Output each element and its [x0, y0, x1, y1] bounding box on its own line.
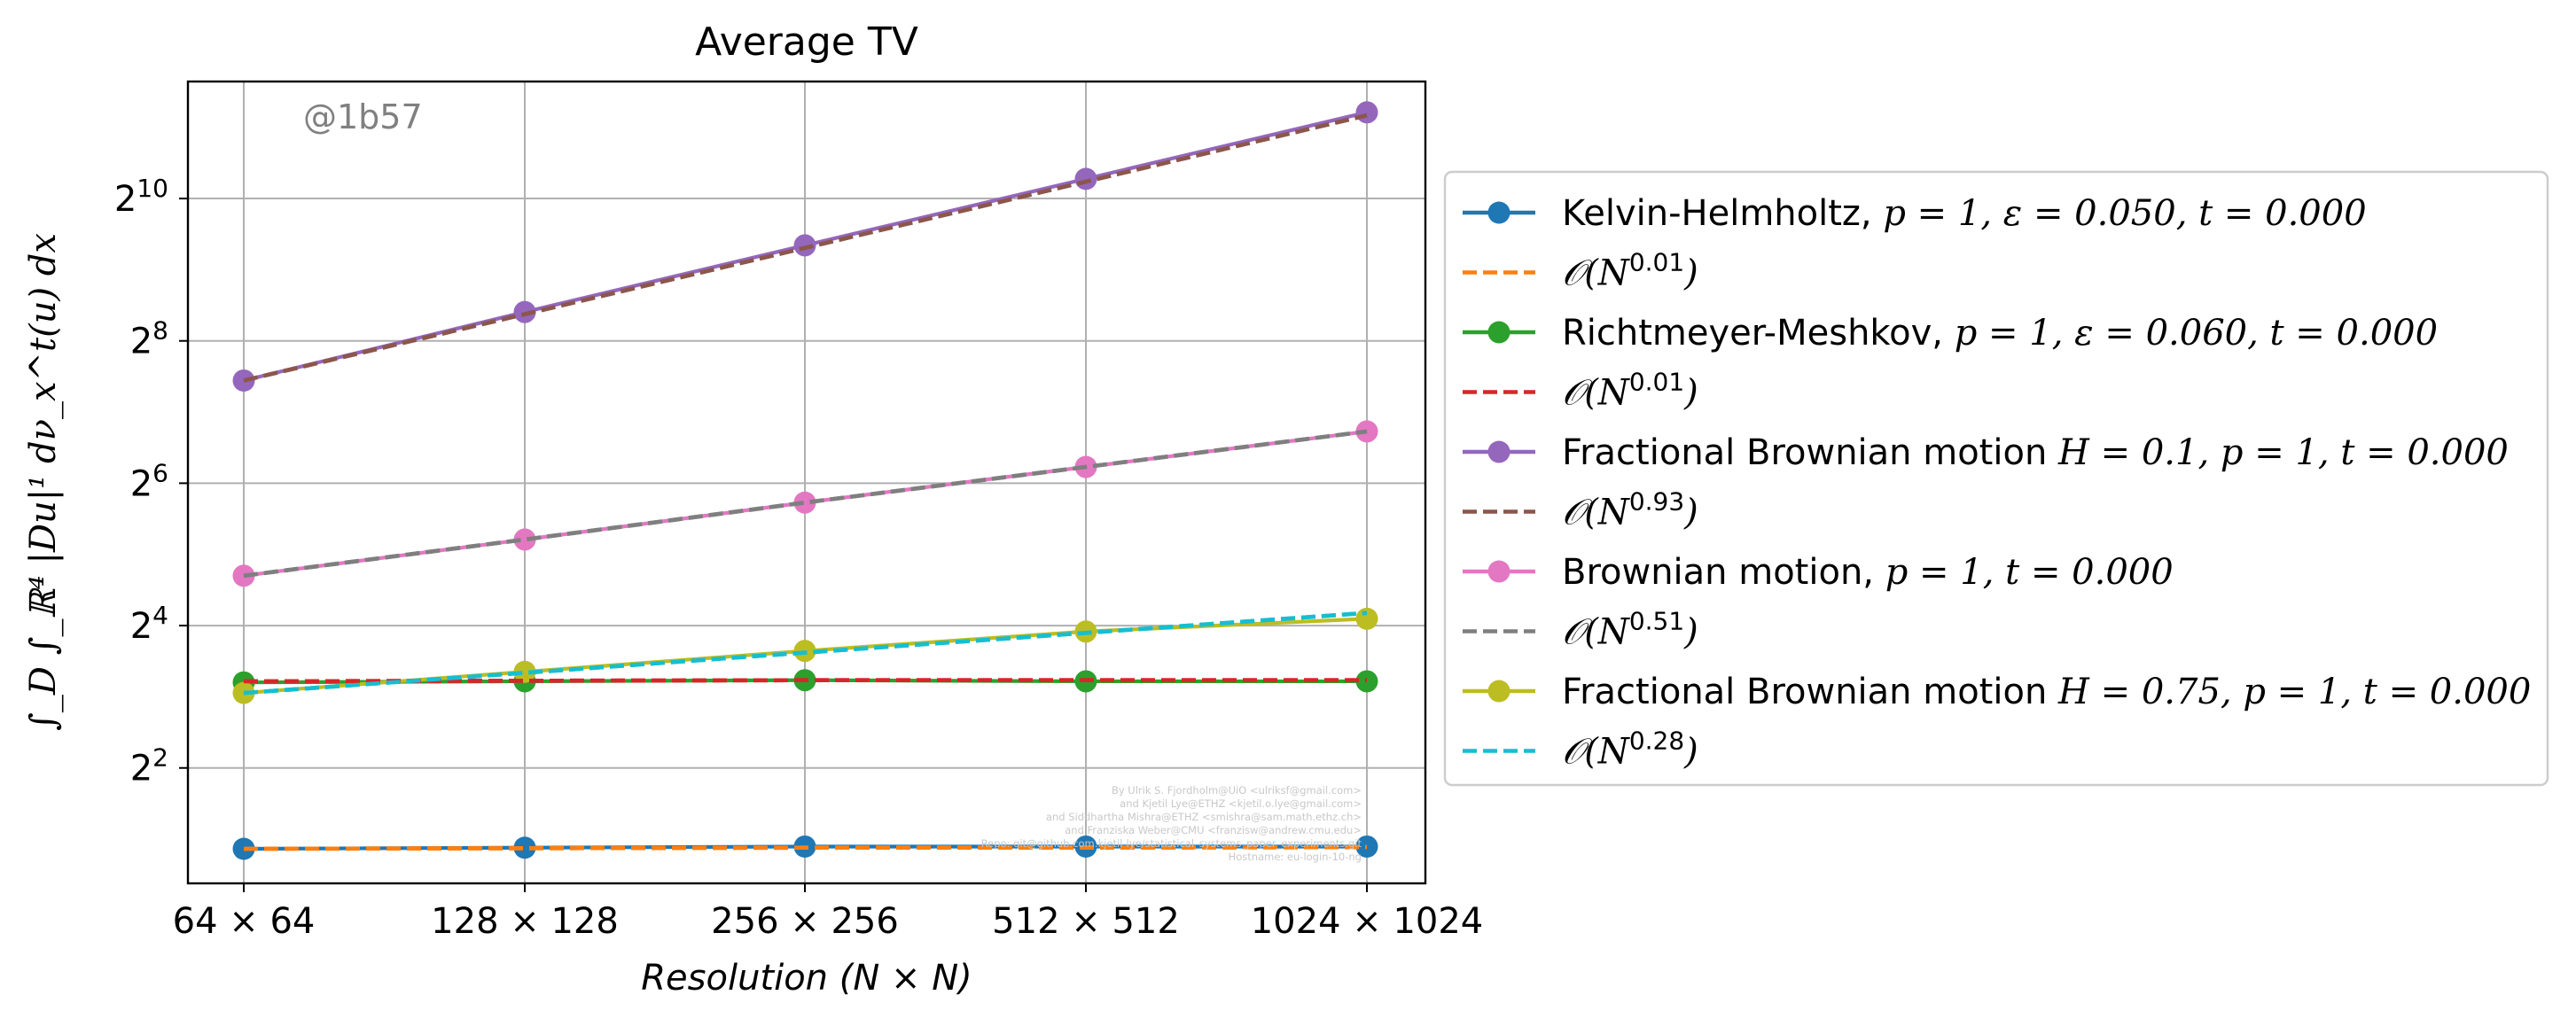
credit-line: By Ulrik S. Fjordholm@UiO <ulriksf@gmail… [1112, 784, 1362, 797]
x-tick-label: 64 × 64 [173, 901, 316, 942]
legend-item: 𝒪(N0.51) [1463, 607, 1698, 653]
credit-line: and Franziska Weber@CMU <franzisw@andrew… [1065, 824, 1362, 836]
legend: Kelvin-Helmholtz, p = 1, ε = 0.050, t = … [1443, 170, 2549, 787]
legend-swatch-marker [1487, 560, 1510, 583]
legend-item: 𝒪(N0.28) [1463, 727, 1698, 773]
fit-line-overlay [243, 610, 1368, 696]
legend-swatch-marker [1487, 440, 1510, 463]
legend-label: Fractional Brownian motion H = 0.75, p =… [1562, 672, 2531, 712]
legend-label: 𝒪(N0.28) [1562, 727, 1698, 773]
y-axis-label: ∫_D ∫_ℝ⁴ |Du|¹ dν_x^t(u) dx [23, 233, 64, 731]
legend-label: 𝒪(N0.01) [1562, 248, 1698, 294]
y-tick-label: 22 [130, 743, 168, 789]
fit-line-overlay [243, 844, 1368, 851]
legend-swatch-marker [1487, 680, 1510, 703]
legend-label: Kelvin-Helmholtz, p = 1, ε = 0.050, t = … [1562, 193, 2367, 234]
grid-lines [188, 82, 1425, 883]
legend-swatch-marker [1487, 201, 1510, 224]
data-point [1355, 835, 1378, 858]
series-layer [232, 101, 1378, 860]
x-tick-label: 1024 × 1024 [1251, 901, 1484, 942]
legend-label: Brownian motion, p = 1, t = 0.000 [1562, 552, 2174, 593]
chart-title: Average TV [695, 19, 918, 65]
legend-label: 𝒪(N0.93) [1562, 487, 1698, 533]
data-point [1355, 607, 1378, 630]
legend-item: Richtmeyer-Meshkov, p = 1, ε = 0.060, t … [1463, 313, 2438, 354]
y-ticks: 22 24 26 28 210 [114, 174, 188, 789]
y-axis-label-text: ∫_D ∫_ℝ⁴ |Du|¹ dν_x^t(u) dx [23, 233, 64, 731]
data-point [1074, 167, 1097, 190]
credit-line: Repo: git@github.com:kjetil-lye/statisti… [981, 837, 1362, 850]
legend-label: Richtmeyer-Meshkov, p = 1, ε = 0.060, t … [1562, 313, 2438, 354]
x-tick-label: 256 × 256 [711, 901, 899, 942]
data-point [793, 491, 816, 514]
fit-line-overlay [243, 113, 1368, 383]
legend-swatch-marker [1487, 321, 1510, 344]
data-point [1355, 101, 1378, 124]
data-point [513, 660, 536, 683]
fit-line-overlay [243, 429, 1368, 579]
data-point [793, 234, 816, 257]
legend-items: Kelvin-Helmholtz, p = 1, ε = 0.050, t = … [1463, 193, 2531, 773]
x-tick-label: 128 × 128 [431, 901, 619, 942]
legend-label: Fractional Brownian motion H = 0.1, p = … [1562, 432, 2509, 473]
x-ticks: 64 × 64 128 × 128 256 × 256 512 × 512 1024 ×… [173, 883, 1484, 942]
legend-box [1443, 170, 2549, 787]
data-point [513, 528, 536, 551]
x-tick-label: 512 × 512 [992, 901, 1180, 942]
credit-line: and Siddhartha Mishra@ETHZ <smishra@sam.… [1046, 811, 1362, 823]
data-point [513, 300, 536, 323]
legend-item: Kelvin-Helmholtz, p = 1, ε = 0.050, t = … [1463, 193, 2367, 234]
credit-line: and Kjetil Lye@ETHZ <kjetil.o.lye@gmail.… [1120, 797, 1362, 810]
legend-label: 𝒪(N0.01) [1562, 368, 1698, 414]
y-tick-label: 210 [114, 174, 168, 220]
watermark: @1b57 [303, 97, 423, 136]
y-tick-label: 24 [130, 601, 168, 647]
data-point [513, 836, 536, 859]
legend-label: 𝒪(N0.51) [1562, 607, 1698, 653]
legend-item: Fractional Brownian motion H = 0.75, p =… [1463, 672, 2531, 712]
y-tick-label: 26 [130, 458, 168, 504]
credits-block: By Ulrik S. Fjordholm@UiO <ulriksf@gmail… [981, 784, 1362, 863]
legend-item: Brownian motion, p = 1, t = 0.000 [1463, 552, 2174, 593]
legend-item: 𝒪(N0.93) [1463, 487, 1698, 533]
legend-item: 𝒪(N0.01) [1463, 248, 1698, 294]
legend-item: Fractional Brownian motion H = 0.1, p = … [1463, 432, 2509, 473]
x-axis-label: Resolution (N × N) [641, 958, 972, 999]
y-tick-label: 28 [130, 316, 168, 362]
credit-line: Hostname: eu-login-10-ng [1229, 851, 1362, 863]
legend-item: 𝒪(N0.01) [1463, 368, 1698, 414]
